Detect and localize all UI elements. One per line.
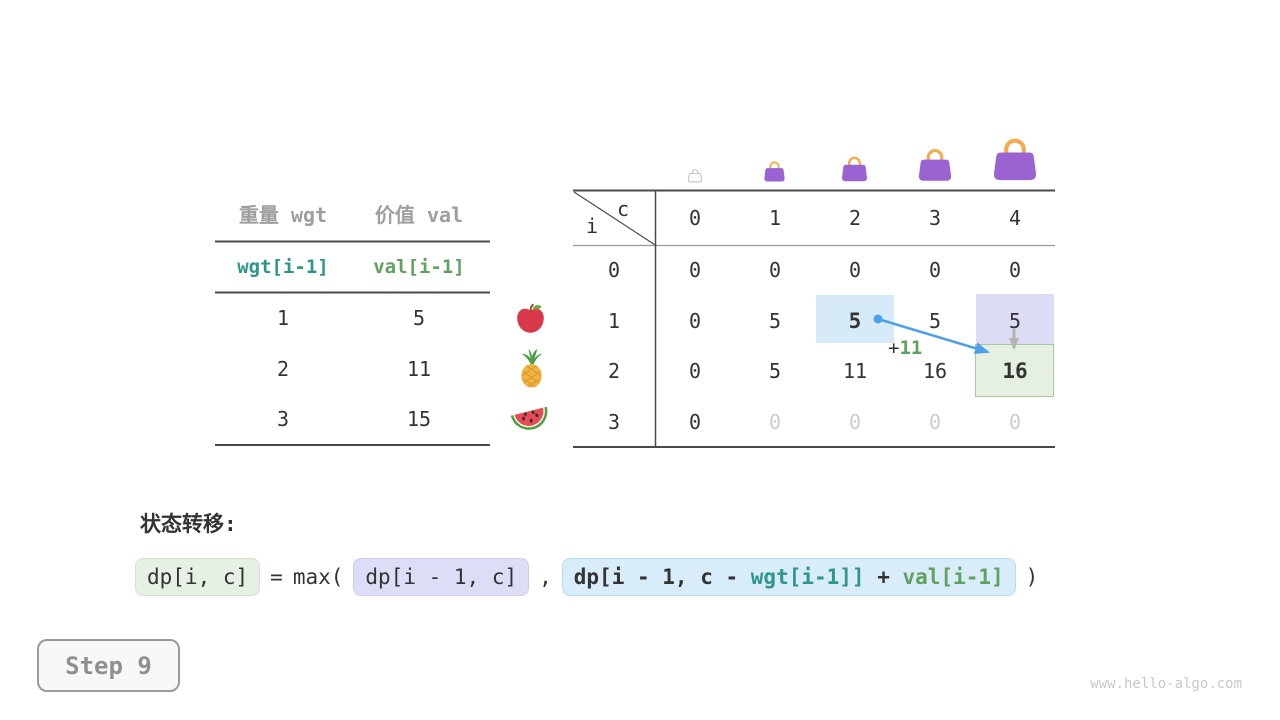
item1-weight: 1 xyxy=(276,306,290,331)
item-table-index-row: wgt[i-1] val[i-1] xyxy=(215,243,487,291)
watermark: www.hello-algo.com xyxy=(1090,676,1242,692)
watermelon-icon xyxy=(510,406,548,430)
dp-row-headers: 0 1 2 3 xyxy=(573,245,655,447)
formula-arg2: dp[i - 1, c - wgt[i-1]] + val[i-1] xyxy=(561,558,1016,596)
dp-colhead-1: 1 xyxy=(768,205,782,230)
item-table-body: 1 5 2 11 3 15 xyxy=(215,293,487,445)
close-paren: ) xyxy=(1025,565,1039,589)
added-value: 11 xyxy=(899,337,923,359)
dp-cell-3-0: 0 xyxy=(688,409,702,434)
transition-label: 状态转移: xyxy=(140,512,237,536)
plus-sign: + xyxy=(888,337,900,359)
bag-icon-2 xyxy=(841,156,868,182)
dp-cell-2-3: 16 xyxy=(922,359,948,384)
dp-cell-2-4: 16 xyxy=(1002,359,1028,384)
dp-cell-1-0: 0 xyxy=(688,308,702,333)
dp-cell-0-3: 0 xyxy=(928,258,942,283)
val-index-label: val[i-1] xyxy=(373,256,465,278)
dp-rowhead-3: 3 xyxy=(607,409,621,434)
add-value-annotation: +11 xyxy=(888,337,922,359)
dp-cell-1-1: 5 xyxy=(768,308,782,333)
dp-rowhead-1: 1 xyxy=(607,308,621,333)
bag-icon-3 xyxy=(918,149,952,181)
transition-formula: dp[i, c] = max( dp[i - 1, c] , dp[i - 1,… xyxy=(135,558,1038,596)
item1-value: 5 xyxy=(412,306,426,331)
item3-value: 15 xyxy=(406,407,432,432)
arg2-plus: + xyxy=(864,565,903,589)
max-open: max( xyxy=(292,565,344,589)
dp-cell-0-2: 0 xyxy=(848,258,862,283)
arg2-val-term: val[i-1] xyxy=(902,565,1004,589)
equals-sign: = xyxy=(270,565,283,589)
bag-icon-4 xyxy=(994,138,1036,181)
dp-cell-2-2: 11 xyxy=(842,359,868,384)
dp-cell-2-0: 0 xyxy=(688,359,702,384)
apple-icon xyxy=(517,303,544,333)
dp-cell-1-2: 5 xyxy=(848,308,862,333)
item-table-header-row: 重量 wgt 价值 val xyxy=(215,188,487,238)
arg2-prefix: dp[i - 1, c - xyxy=(573,565,751,589)
value-column-header: 价值 val xyxy=(374,202,464,227)
formula-lhs: dp[i, c] xyxy=(135,558,261,596)
dp-colhead-2: 2 xyxy=(848,205,862,230)
dp-rowhead-2: 2 xyxy=(607,359,621,384)
item3-weight: 3 xyxy=(276,407,290,432)
arg2-wgt-term: wgt[i-1]] xyxy=(750,565,865,589)
dp-cell-2-1: 5 xyxy=(768,359,782,384)
dp-cell-3-4: 0 xyxy=(1008,409,1022,434)
dp-cell-0-1: 0 xyxy=(768,258,782,283)
dp-cell-0-4: 0 xyxy=(1008,258,1022,283)
dp-cell-1-4: 5 xyxy=(1008,308,1022,333)
corner-row-label: i xyxy=(586,214,599,238)
bag-icon-1 xyxy=(764,161,785,182)
dp-cell-3-1: 0 xyxy=(768,409,782,434)
comma: , xyxy=(539,565,552,589)
formula-arg1: dp[i - 1, c] xyxy=(353,558,530,596)
pineapple-icon xyxy=(521,348,543,388)
dp-column-headers: 0 1 2 3 4 xyxy=(655,190,1055,245)
dp-colhead-3: 3 xyxy=(928,205,942,230)
item2-weight: 2 xyxy=(276,356,290,381)
dp-cell-3-2: 0 xyxy=(848,409,862,434)
weight-column-header: 重量 wgt xyxy=(238,202,328,227)
wgt-index-label: wgt[i-1] xyxy=(237,256,329,278)
dp-rowhead-0: 0 xyxy=(607,258,621,283)
dp-grid: 0 0 0 0 0 0 5 5 5 5 0 5 11 16 16 0 0 0 0… xyxy=(655,245,1055,447)
dp-cell-3-3: 0 xyxy=(928,409,942,434)
dp-cell-0-0: 0 xyxy=(688,258,702,283)
dp-colhead-0: 0 xyxy=(688,205,702,230)
item2-value: 11 xyxy=(406,356,432,381)
corner-col-label: c xyxy=(617,197,630,221)
empty-bag-icon xyxy=(688,169,702,183)
step-badge: Step 9 xyxy=(37,639,180,692)
dp-colhead-4: 4 xyxy=(1008,205,1022,230)
